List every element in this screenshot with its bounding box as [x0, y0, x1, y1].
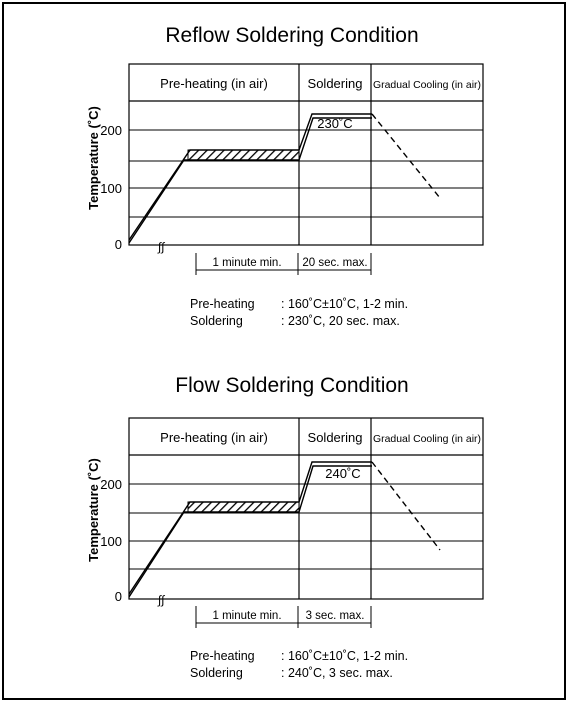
note-preheating: Pre-heating : 160˚C±10˚C, 1-2 min.	[190, 297, 408, 311]
phase-cooling-label: Gradual Cooling (in air)	[373, 433, 481, 445]
phase-soldering-label: Soldering	[308, 430, 363, 445]
phase-soldering-label: Soldering	[308, 76, 363, 91]
y-axis-label: Temperature (˚C)	[86, 458, 101, 562]
y-tick-200: 200	[100, 477, 122, 492]
preheat-band	[187, 149, 300, 161]
diagram-title: Flow Soldering Condition	[175, 374, 408, 397]
y-axis-label: Temperature (˚C)	[86, 106, 101, 210]
note-label: Soldering	[190, 666, 243, 680]
note-label: Soldering	[190, 314, 243, 328]
y-tick-0: 0	[115, 589, 122, 604]
cooling-curve	[371, 113, 441, 199]
phase-preheating-label: Pre-heating (in air)	[160, 430, 268, 445]
note-soldering: Soldering : 230˚C, 20 sec. max.	[190, 314, 400, 328]
temperature-profile	[128, 461, 441, 598]
note-label: Pre-heating	[190, 649, 255, 663]
note-value: : 240˚C, 3 sec. max.	[281, 666, 393, 680]
duration-preheat-label: 1 minute min.	[212, 257, 281, 269]
y-tick-200: 200	[100, 123, 122, 138]
note-soldering: Soldering : 240˚C, 3 sec. max.	[190, 666, 393, 680]
phase-table	[128, 63, 484, 246]
profile-inner	[128, 117, 372, 244]
note-preheating: Pre-heating : 160˚C±10˚C, 1-2 min.	[190, 649, 408, 663]
duration-preheat-label: 1 minute min.	[212, 610, 281, 622]
phase-table	[128, 417, 484, 600]
y-tick-0: 0	[115, 237, 122, 252]
note-value: : 160˚C±10˚C, 1-2 min.	[281, 297, 408, 311]
phase-cooling-label: Gradual Cooling (in air)	[373, 79, 481, 91]
axis-break-mark: ∫∫	[157, 240, 165, 254]
duration-soldering-label: 3 sec. max.	[306, 610, 365, 622]
profile-inner	[128, 465, 372, 598]
duration-brackets	[195, 606, 372, 628]
profile-outer	[128, 113, 372, 241]
y-tick-100: 100	[100, 534, 122, 549]
duration-soldering-label: 20 sec. max.	[302, 257, 367, 269]
phase-preheating-label: Pre-heating (in air)	[160, 76, 268, 91]
temperature-profile	[128, 113, 441, 244]
diagram-title: Reflow Soldering Condition	[165, 24, 418, 47]
peak-temperature-label: 230˚C	[317, 116, 352, 131]
cooling-curve	[371, 461, 441, 551]
profile-outer	[128, 461, 372, 595]
note-value: : 230˚C, 20 sec. max.	[281, 314, 400, 328]
note-value: : 160˚C±10˚C, 1-2 min.	[281, 649, 408, 663]
flow-diagram: Flow Soldering Condition Pre-heating (in…	[86, 374, 484, 680]
reflow-diagram: Reflow Soldering Condition Pre-heating (…	[86, 24, 484, 328]
y-tick-100: 100	[100, 181, 122, 196]
preheat-band	[187, 501, 300, 513]
table-border	[128, 417, 484, 600]
duration-brackets	[195, 253, 372, 275]
note-label: Pre-heating	[190, 297, 255, 311]
peak-temperature-label: 240˚C	[325, 466, 360, 481]
axis-break-mark: ∫∫	[157, 593, 165, 607]
table-border	[128, 63, 484, 246]
